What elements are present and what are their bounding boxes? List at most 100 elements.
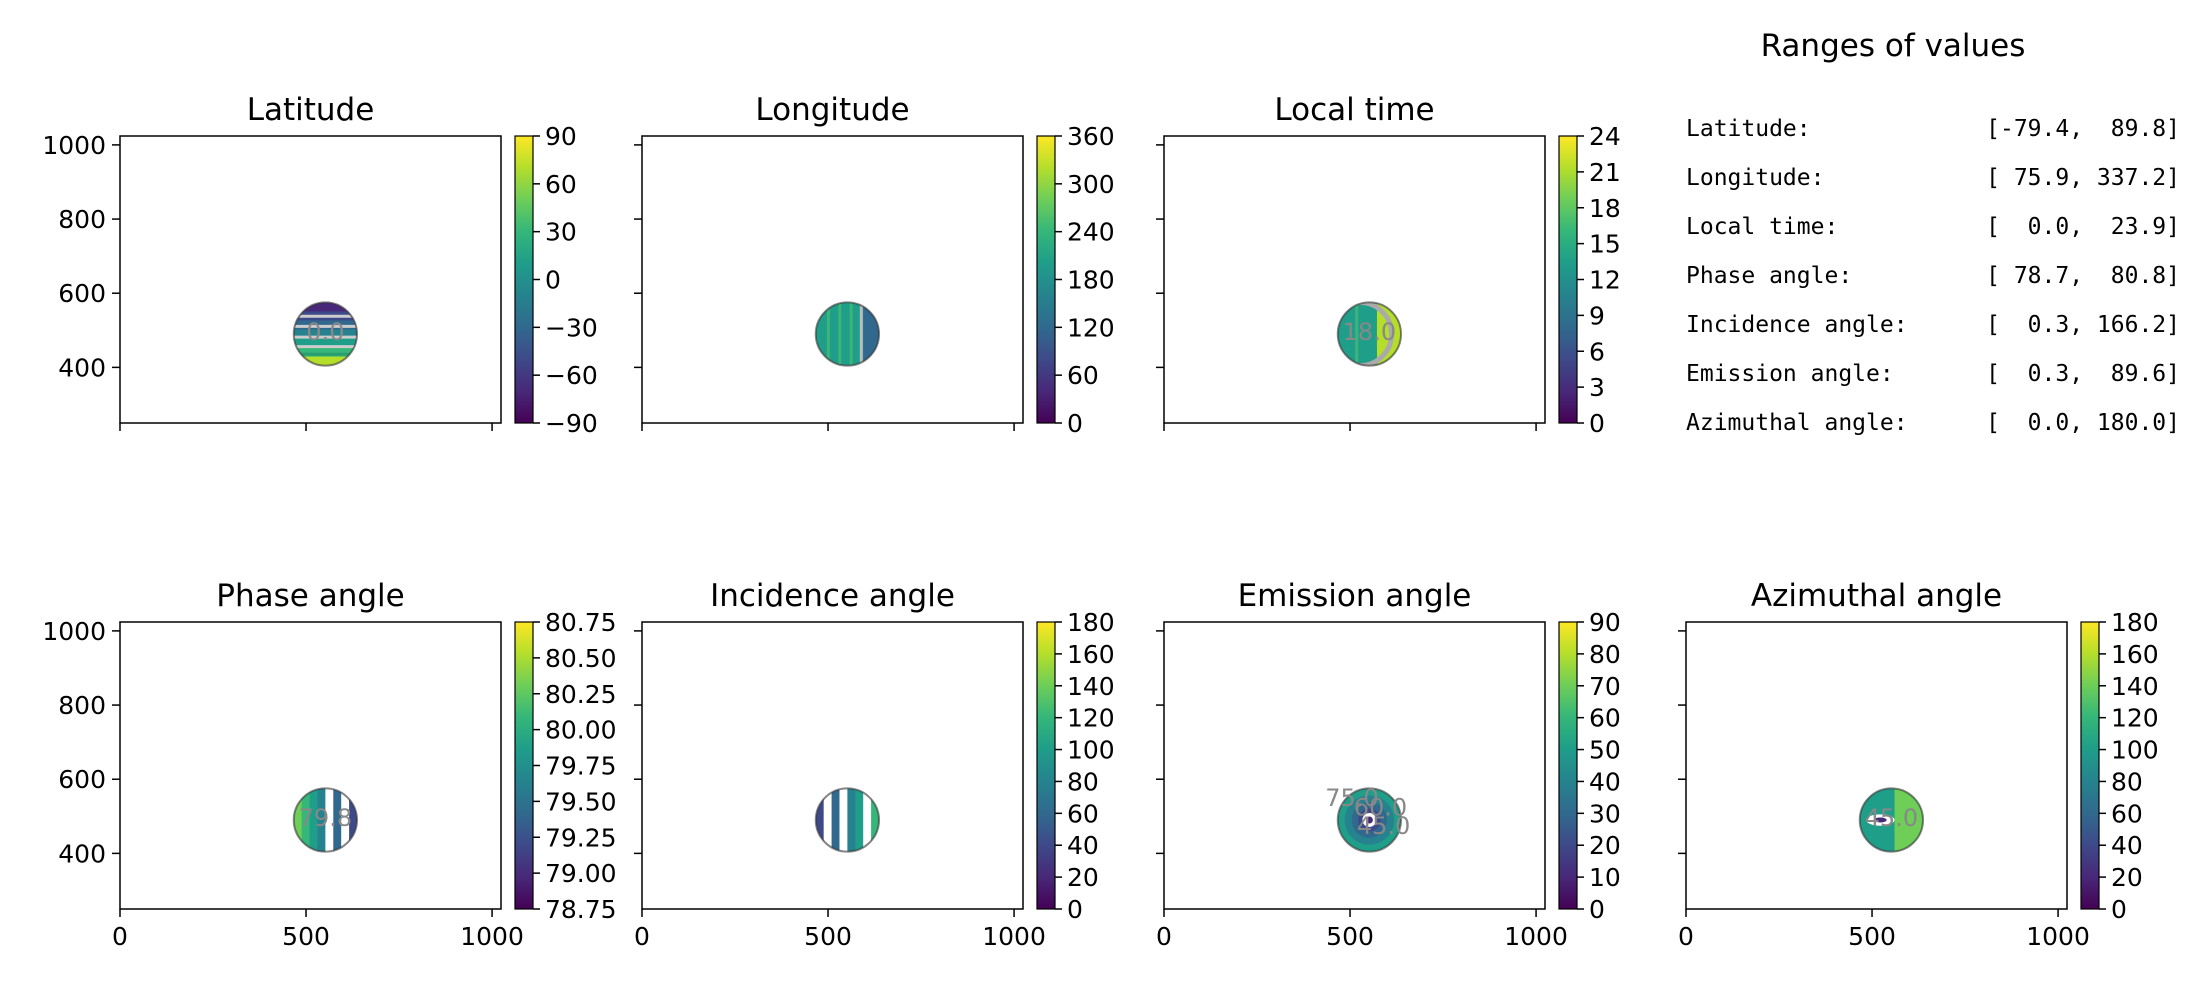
ranges-title: Ranges of values	[1761, 28, 2026, 64]
colorbar	[1036, 135, 1056, 424]
disc-band	[823, 788, 833, 852]
disc-band	[293, 347, 358, 358]
colorbar-tick-label: 9	[1589, 301, 1605, 330]
colorbar-tick-label: 300	[1067, 170, 1115, 199]
x-tick-label: 1000	[460, 922, 524, 951]
colorbar-tick-label: 360	[1067, 122, 1115, 151]
y-tick-label: 800	[58, 691, 106, 720]
colorbar-tick-label: 100	[1067, 736, 1115, 765]
colorbar-tick-label: 80	[2111, 767, 2143, 796]
colorbar-tick-label: 40	[1067, 831, 1099, 860]
plot-frame	[1685, 621, 2068, 910]
colorbar-tick-label: 80.75	[545, 608, 617, 637]
y-tick-label: 1000	[42, 617, 106, 646]
colorbar-tick-label: 90	[545, 122, 577, 151]
range-value: [ 0.3, 166.2]	[1986, 312, 2180, 338]
disc-band	[341, 788, 351, 852]
colorbar-tick-label: −30	[545, 313, 598, 342]
plot-area	[1686, 622, 2067, 909]
colorbar-tick-label: 24	[1589, 122, 1621, 151]
range-label: Latitude:	[1686, 116, 1811, 142]
disc-band	[871, 788, 880, 852]
range-row-emission-angle: Emission angle: [ 0.3, 89.6]	[1686, 361, 2180, 387]
disc-limb	[292, 301, 359, 367]
colorbar-tick-label: 40	[1589, 767, 1621, 796]
panel-title: Azimuthal angle	[1751, 578, 2002, 614]
plot-area	[1164, 136, 1545, 423]
colorbar-tick-label: 0	[1589, 409, 1605, 438]
colorbar-tick-label: 80.25	[545, 680, 617, 709]
planet-disc	[293, 788, 358, 852]
colorbar-tick-label: 0	[1589, 895, 1605, 924]
colorbar-tick-label: 120	[1067, 313, 1115, 342]
colorbar-tick-label: 60	[545, 170, 577, 199]
range-value: [ 0.0, 180.0]	[1986, 410, 2180, 436]
colorbar-tick-label: 60	[1067, 361, 1099, 390]
y-tick-label: 800	[58, 205, 106, 234]
disc-band	[855, 788, 865, 852]
disc-limb	[814, 301, 881, 367]
contour-label: 0.0	[306, 318, 344, 346]
disc-limb	[814, 787, 881, 853]
range-label: Local time:	[1686, 214, 1838, 240]
plot-frame	[119, 135, 502, 424]
contour-line	[1337, 302, 1395, 366]
colorbar-tick-label: 60	[2111, 799, 2143, 828]
range-label: Longitude:	[1686, 165, 1824, 191]
colorbar-tick-label: 80.00	[545, 716, 617, 745]
disc-band	[301, 788, 311, 852]
disc-band	[839, 788, 849, 852]
disc-limb	[1336, 301, 1403, 367]
x-tick-label: 0	[634, 922, 650, 951]
range-row-azimuthal-angle: Azimuthal angle: [ 0.0, 180.0]	[1686, 410, 2180, 436]
colorbar-tick-label: 120	[2111, 704, 2159, 733]
colorbar-tick-label: 180	[2111, 608, 2159, 637]
x-tick-label: 1000	[982, 922, 1046, 951]
colorbar-tick-label: 20	[1067, 863, 1099, 892]
panel-title: Local time	[1274, 92, 1434, 128]
colorbar-tick-label: 70	[1589, 672, 1621, 701]
colorbar	[1036, 621, 1056, 910]
panel-phase-angle: Phase angle 79.8 0 500 1000 1000 800 600 400 80.7…	[42, 578, 616, 951]
colorbar	[2080, 621, 2100, 910]
disc-band	[293, 788, 303, 852]
x-tick-label: 1000	[2026, 922, 2090, 951]
colorbar-tick-label: 6	[1589, 337, 1605, 366]
range-value: [ 75.9, 337.2]	[1986, 165, 2180, 191]
colorbar-tick-label: 100	[2111, 736, 2159, 765]
x-tick-label: 0	[1678, 922, 1694, 951]
planet-disc	[293, 302, 358, 366]
colorbar-tick-label: 10	[1589, 863, 1621, 892]
disc-limb	[1858, 787, 1925, 853]
colorbar-tick-label: 50	[1589, 736, 1621, 765]
disc-band	[309, 788, 319, 852]
disc-limb	[1336, 787, 1403, 853]
range-label: Incidence angle:	[1686, 312, 1908, 338]
disc-band	[831, 788, 841, 852]
contour-label: 75.0	[1325, 784, 1378, 812]
colorbar-tick-label: 79.25	[545, 823, 617, 852]
colorbar	[514, 135, 534, 424]
plot-frame	[119, 621, 502, 910]
panels: Latitude0.010008006004009060300−30−60−90…	[42, 92, 2158, 951]
range-row-phase-angle: Phase angle: [ 78.7, 80.8]	[1686, 263, 2180, 289]
colorbar-tick-label: 79.50	[545, 787, 617, 816]
y-tick-label: 400	[58, 839, 106, 868]
planet-disc	[1859, 788, 1924, 852]
disc-band	[325, 788, 335, 852]
range-label: Azimuthal angle:	[1686, 410, 1908, 436]
colorbar-tick-label: 0	[1067, 409, 1083, 438]
disc-band	[317, 788, 327, 852]
disc-limb	[292, 787, 359, 853]
colorbar-tick-label: 160	[1067, 640, 1115, 669]
range-value: [ 0.3, 89.6]	[1986, 361, 2180, 387]
colorbar-tick-label: 79.75	[545, 752, 617, 781]
colorbar-tick-label: 160	[2111, 640, 2159, 669]
disc-band	[293, 356, 358, 366]
colorbar-tick-label: 30	[1589, 799, 1621, 828]
panel-title: Latitude	[247, 92, 375, 128]
colorbar-tick-label: 78.75	[545, 895, 617, 924]
colorbar-tick-label: 79.00	[545, 859, 617, 888]
